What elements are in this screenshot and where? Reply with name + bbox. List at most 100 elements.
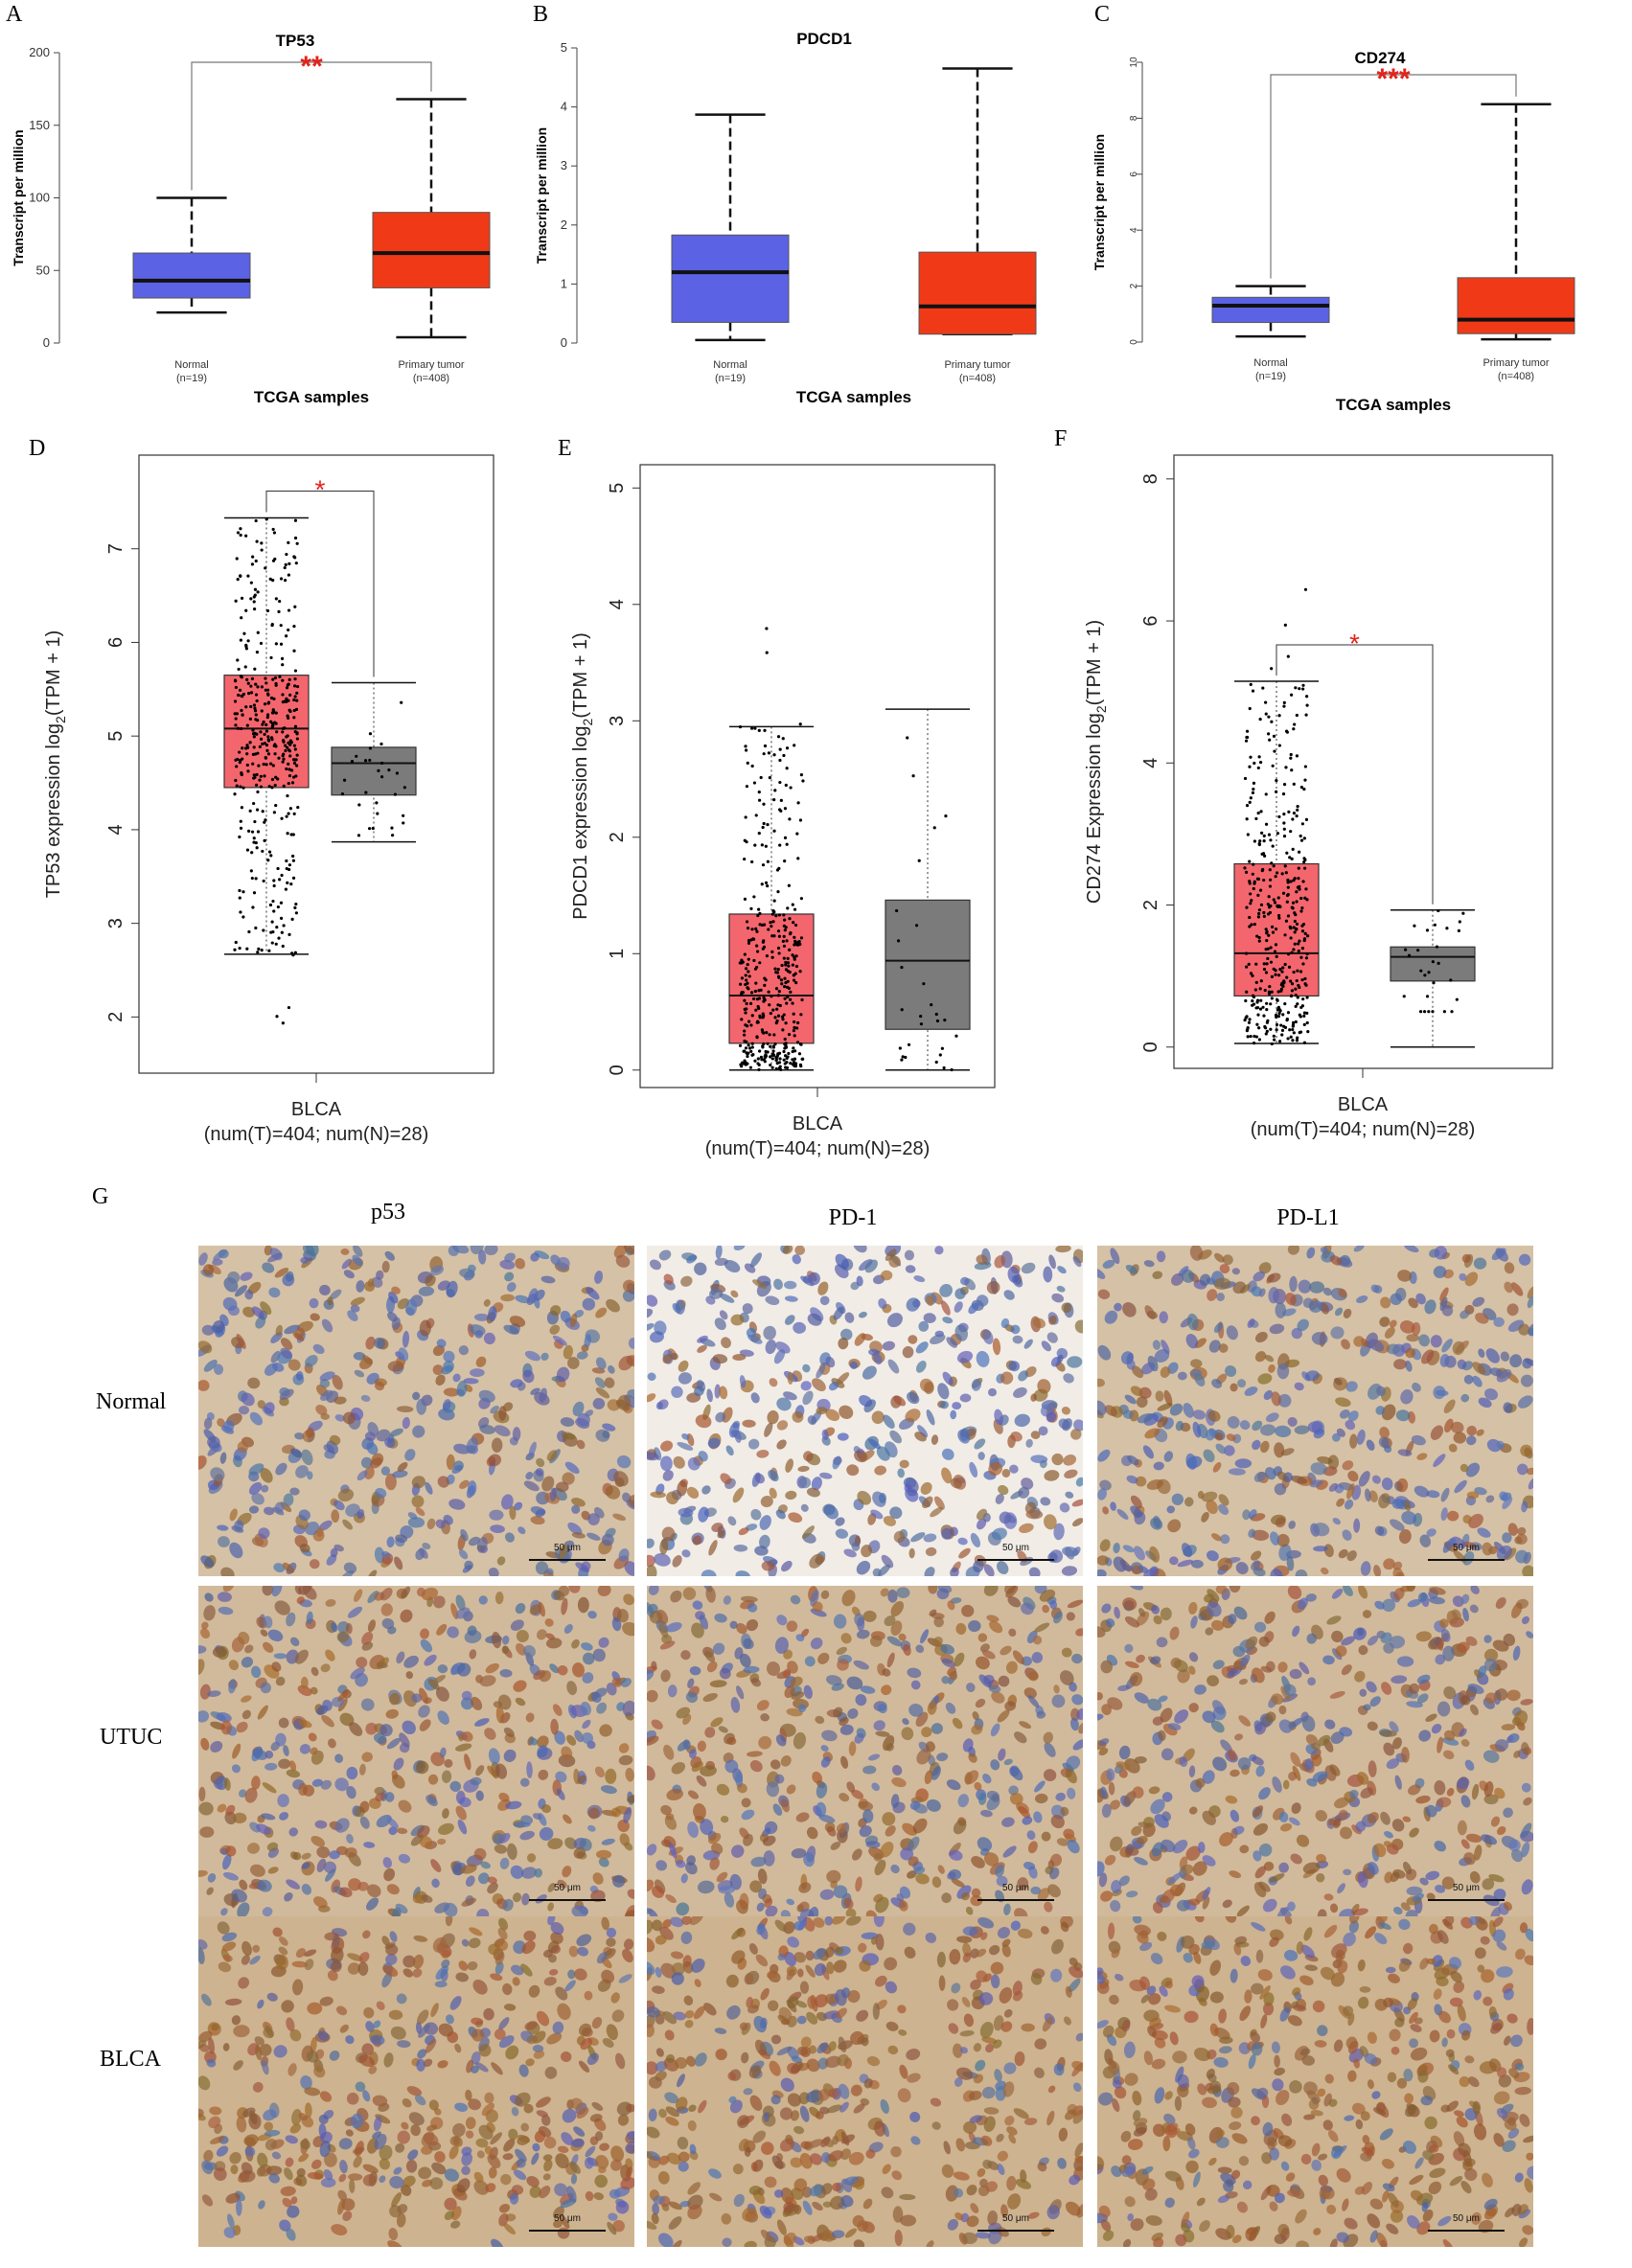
cell-nucleus — [1097, 1692, 1103, 1701]
data-point — [788, 817, 792, 821]
cell-nucleus — [275, 1462, 287, 1476]
data-point — [777, 989, 781, 994]
cell-nucleus — [263, 1641, 274, 1653]
cell-nucleus — [1276, 1533, 1290, 1547]
cell-nucleus — [968, 1302, 979, 1315]
cell-nucleus — [198, 1786, 206, 1802]
cell-nucleus — [848, 1741, 857, 1756]
data-point — [743, 1033, 747, 1037]
cell-nucleus — [1463, 1852, 1476, 1866]
cell-nucleus — [990, 1759, 1000, 1771]
cell-nucleus — [730, 1697, 741, 1713]
cell-nucleus — [792, 1410, 804, 1423]
cell-nucleus — [444, 2211, 455, 2221]
cell-nucleus — [880, 1842, 894, 1858]
cell-nucleus — [1017, 1877, 1029, 1890]
data-point — [1449, 978, 1453, 982]
data-point — [287, 749, 292, 753]
cell-nucleus — [1012, 1650, 1025, 1664]
cell-nucleus — [396, 1993, 407, 2005]
cell-nucleus — [836, 1646, 847, 1656]
cell-nucleus — [901, 1727, 914, 1741]
cell-nucleus — [384, 1792, 395, 1802]
cell-nucleus — [1064, 1469, 1078, 1479]
data-point — [1263, 1024, 1267, 1029]
cell-nucleus — [926, 1409, 935, 1426]
cell-nucleus — [1248, 1509, 1257, 1520]
cell-nucleus — [405, 2159, 418, 2173]
data-point — [250, 562, 255, 566]
cell-nucleus — [730, 1314, 745, 1326]
cell-nucleus — [718, 1886, 736, 1894]
data-point — [1304, 713, 1308, 717]
cell-nucleus — [651, 1719, 663, 1730]
data-point — [268, 903, 273, 907]
cell-nucleus — [281, 2000, 294, 2013]
data-point — [234, 717, 238, 721]
cell-nucleus — [530, 1387, 540, 1395]
cell-nucleus — [600, 1785, 617, 1795]
cell-nucleus — [1282, 1779, 1290, 1790]
cell-nucleus — [418, 2024, 430, 2038]
data-point — [1279, 1023, 1283, 1027]
cell-nucleus — [965, 1770, 979, 1785]
cell-nucleus — [330, 1547, 338, 1558]
cell-nucleus — [597, 1586, 611, 1597]
cell-nucleus — [1416, 1674, 1431, 1684]
cell-nucleus — [741, 1809, 755, 1821]
cell-nucleus — [1264, 1354, 1275, 1363]
data-point — [287, 540, 290, 544]
cell-nucleus — [417, 1825, 430, 1839]
cell-nucleus — [1443, 1399, 1456, 1413]
cell-nucleus — [1067, 1356, 1083, 1368]
data-point — [292, 624, 296, 629]
cell-nucleus — [1271, 1391, 1281, 1407]
cell-nucleus — [286, 1769, 301, 1778]
cell-nucleus — [272, 1927, 283, 1937]
cell-nucleus — [1142, 1817, 1155, 1828]
data-point — [766, 883, 770, 888]
data-point — [770, 934, 774, 938]
cell-nucleus — [1144, 1428, 1161, 1439]
data-point — [238, 761, 242, 765]
data-point — [261, 849, 264, 854]
cell-nucleus — [812, 1601, 823, 1613]
cell-nucleus — [883, 1414, 895, 1430]
cell-nucleus — [380, 1466, 391, 1476]
cell-nucleus — [628, 1338, 634, 1349]
data-point — [762, 1031, 766, 1035]
data-point — [252, 735, 256, 739]
cell-nucleus — [1263, 1389, 1274, 1401]
data-point — [1273, 950, 1277, 953]
cell-nucleus — [873, 1893, 884, 1903]
data-point — [1246, 1035, 1250, 1039]
cell-nucleus — [1138, 1608, 1146, 1617]
data-point — [1306, 1030, 1310, 1034]
cell-nucleus — [1462, 1514, 1472, 1524]
cell-nucleus — [1097, 1344, 1112, 1361]
cell-nucleus — [786, 1707, 803, 1717]
cell-nucleus — [244, 1787, 258, 1803]
data-point — [249, 691, 254, 695]
cell-nucleus — [267, 1867, 279, 1874]
data-point — [263, 820, 266, 824]
cell-nucleus — [460, 1528, 469, 1542]
cell-nucleus — [1389, 1319, 1397, 1328]
cell-nucleus — [475, 2138, 489, 2148]
cell-nucleus — [792, 1254, 801, 1265]
cell-nucleus — [1158, 1730, 1166, 1741]
cell-nucleus — [347, 1310, 358, 1321]
data-point — [293, 951, 297, 954]
cell-nucleus — [300, 1676, 309, 1689]
cell-nucleus — [1253, 1271, 1265, 1282]
data-point — [293, 758, 297, 762]
cell-nucleus — [774, 1774, 785, 1784]
data-point — [1282, 821, 1286, 825]
cell-nucleus — [522, 1369, 535, 1384]
cell-nucleus — [1379, 1427, 1390, 1439]
cell-nucleus — [1384, 1871, 1393, 1884]
cell-nucleus — [823, 1504, 839, 1520]
data-point — [775, 1007, 779, 1011]
data-point — [753, 726, 757, 730]
cell-nucleus — [991, 1691, 1005, 1704]
